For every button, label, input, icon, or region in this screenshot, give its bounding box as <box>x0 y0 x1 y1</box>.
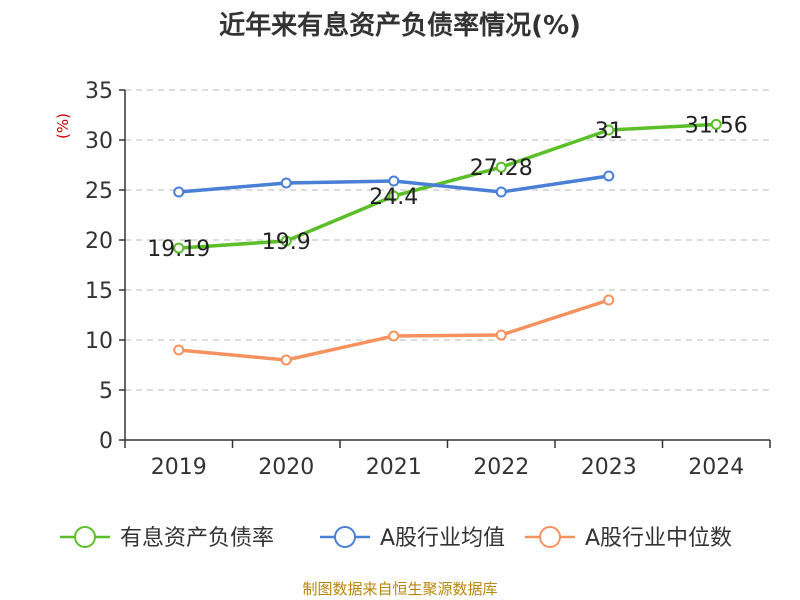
point-0-2020 <box>280 235 292 247</box>
series-line-2 <box>178 298 610 362</box>
data-label-0-2020: 19.9 <box>262 230 311 255</box>
point-1-2020 <box>280 177 292 189</box>
point-2-2021 <box>388 330 400 342</box>
y-tick-label-20: 20 <box>85 229 113 254</box>
legend-marker-2 <box>539 526 561 548</box>
point-2-2022 <box>495 329 507 341</box>
point-1-2019 <box>173 186 185 198</box>
legend-item-1[interactable]: A股行业均值 <box>320 526 505 551</box>
y-tick-label-30: 30 <box>85 129 113 154</box>
y-tick-label-25: 25 <box>85 179 113 204</box>
source-note: 制图数据来自恒生聚源数据库 <box>302 580 497 598</box>
legend-label-0: 有息资产负债率 <box>120 526 274 551</box>
x-tick-label-2020: 2020 <box>258 455 314 480</box>
point-0-2021 <box>388 190 400 202</box>
legend-item-2[interactable]: A股行业中位数 <box>525 526 732 551</box>
legend-marker-1 <box>334 526 356 548</box>
point-0-2023 <box>603 124 615 136</box>
point-1-2022 <box>495 186 507 198</box>
y-tick-label-0: 0 <box>99 429 113 454</box>
legend-label-2: A股行业中位数 <box>585 526 732 551</box>
legend-label-1: A股行业均值 <box>380 526 505 551</box>
point-0-2019 <box>173 242 185 254</box>
legend[interactable]: 有息资产负债率 A股行业均值 A股行业中位数 <box>60 526 732 551</box>
point-0-2022 <box>495 161 507 173</box>
y-axis-label: (%) <box>54 113 72 139</box>
series-lines <box>173 118 722 366</box>
y-tick-label-10: 10 <box>85 329 113 354</box>
y-tick-label-5: 5 <box>99 379 113 404</box>
x-tick-label-2023: 2023 <box>581 455 637 480</box>
point-2-2019 <box>173 344 185 356</box>
point-2-2020 <box>280 354 292 366</box>
x-tick-label-2022: 2022 <box>473 455 529 480</box>
data-label-0-2024: 31.56 <box>685 113 748 138</box>
data-label-0-2022: 27.28 <box>470 156 533 181</box>
legend-item-0[interactable]: 有息资产负债率 <box>60 526 274 551</box>
data-label-0-2019: 19.19 <box>147 237 210 262</box>
gridlines <box>125 89 770 391</box>
x-tick-label-2024: 2024 <box>688 455 744 480</box>
data-label-0-2023: 31 <box>595 119 623 144</box>
chart-title: 近年来有息资产负债率情况(%) <box>219 10 581 41</box>
point-1-2021 <box>388 175 400 187</box>
point-0-2024 <box>710 118 722 130</box>
data-label-0-2021: 24.4 <box>369 185 418 210</box>
y-tick-label-15: 15 <box>85 279 113 304</box>
point-1-2023 <box>603 170 615 182</box>
data-labels: 19.19 19.9 24.4 27.28 31 31.56 <box>147 113 747 262</box>
legend-marker-0 <box>74 526 96 548</box>
x-tick-label-2019: 2019 <box>151 455 207 480</box>
axes: 0 5 10 15 20 25 30 35 2019 2020 2021 2022 2023 2024 <box>85 79 771 480</box>
point-2-2023 <box>603 294 615 306</box>
x-tick-label-2021: 2021 <box>366 455 422 480</box>
y-tick-label-35: 35 <box>85 79 113 104</box>
series-line-0 <box>178 122 717 250</box>
